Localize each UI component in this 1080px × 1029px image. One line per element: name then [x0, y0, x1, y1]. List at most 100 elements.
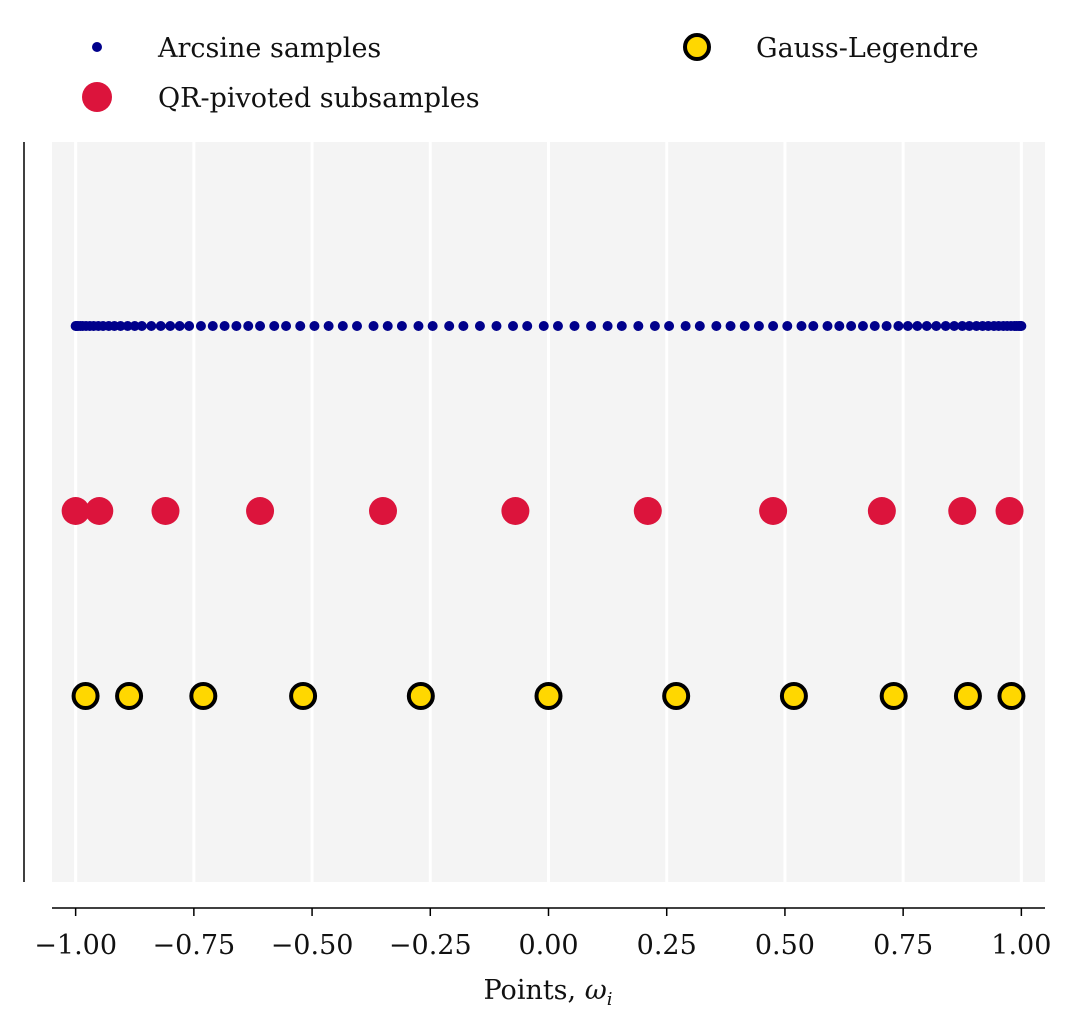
gauss-legendre-point — [779, 682, 808, 710]
qr-pivoted-point — [501, 497, 530, 525]
data-points — [61, 321, 1027, 710]
arcsine-point — [964, 321, 975, 331]
arcsine-point — [921, 321, 932, 331]
legend-entry-qr-pivoted: QR-pivoted subsamples — [82, 82, 480, 114]
x-tick-label: −0.50 — [271, 930, 354, 961]
qr-pivoted-point — [759, 497, 788, 525]
x-axis-ticks: −1.00 −0.75 −0.50 −0.25 0.00 0.25 0.50 0.75 1.00 — [34, 908, 1051, 961]
arcsine-point — [753, 321, 764, 331]
legend-label-gauss-legendre: Gauss-Legendre — [756, 33, 979, 64]
arcsine-point — [902, 321, 913, 331]
x-axis-label-symbol: ω — [585, 975, 607, 1006]
x-tick-label: −0.25 — [389, 930, 472, 961]
arcsine-point — [255, 321, 266, 331]
arcsine-point — [323, 321, 334, 331]
arcsine-point — [155, 321, 166, 331]
arcsine-point — [834, 321, 845, 331]
arcsine-point — [940, 321, 951, 331]
arcsine-point — [115, 321, 126, 331]
x-tick-label: 0.25 — [637, 930, 697, 961]
x-tick-label: −1.00 — [34, 930, 117, 961]
arcsine-point — [396, 321, 407, 331]
gauss-legendre-point — [879, 682, 908, 710]
arcsine-point — [912, 321, 923, 331]
arcsine-point — [474, 321, 485, 331]
arcsine-point — [295, 321, 306, 331]
arcsine-point — [122, 321, 133, 331]
vertical-gridlines — [74, 142, 1023, 882]
x-tick-label: −0.75 — [152, 930, 235, 961]
arcsine-point — [136, 321, 147, 331]
arcsine-point — [552, 321, 563, 331]
arcsine-point — [725, 321, 736, 331]
arcsine-point — [846, 321, 857, 331]
arcsine-point — [269, 321, 280, 331]
series-0 — [70, 321, 1027, 331]
arcsine-point — [808, 321, 819, 331]
gauss-legendre-point — [406, 682, 435, 710]
x-tick-label: 0.75 — [873, 930, 933, 961]
arcsine-point — [129, 321, 140, 331]
arcsine-point — [649, 321, 660, 331]
qr-pivoted-point — [151, 497, 180, 525]
arcsine-point — [243, 321, 254, 331]
arcsine-point — [491, 321, 502, 331]
legend-label-qr-pivoted: QR-pivoted subsamples — [158, 83, 480, 114]
arcsine-point — [822, 321, 833, 331]
x-axis-label-subscript: i — [607, 989, 613, 1010]
arcsine-point — [957, 321, 968, 331]
qr-pivoted-point — [369, 497, 397, 525]
arcsine-point — [522, 321, 533, 331]
arcsine-point — [444, 321, 455, 331]
arcsine-point — [368, 321, 379, 331]
series-2 — [71, 682, 1026, 710]
arcsine-point — [146, 321, 157, 331]
arcsine-point — [694, 321, 705, 331]
legend: Arcsine samples QR-pivoted subsamples Ga… — [82, 33, 979, 114]
arcsine-point — [538, 321, 549, 331]
qr-pivoted-point — [867, 497, 896, 525]
gauss-legendre-point — [953, 682, 982, 710]
arcsine-point — [586, 321, 597, 331]
series-1 — [61, 497, 1024, 525]
arcsine-point — [351, 321, 362, 331]
arcsine-point — [207, 321, 218, 331]
arcsine-point — [881, 321, 892, 331]
arcsine-point — [184, 321, 195, 331]
x-axis-label-text: Points, — [483, 975, 584, 1006]
gauss-legendre-point — [662, 682, 691, 710]
legend-marker-qr-pivoted — [82, 82, 112, 112]
gauss-legendre-point — [71, 682, 100, 710]
x-tick-label: 0.50 — [755, 930, 815, 961]
arcsine-point — [869, 321, 880, 331]
qr-pivoted-point — [85, 497, 114, 525]
qr-pivoted-point — [948, 497, 977, 525]
arcsine-point — [857, 321, 868, 331]
arcsine-point — [337, 321, 348, 331]
arcsine-point — [281, 321, 292, 331]
arcsine-point — [458, 321, 469, 331]
arcsine-point — [931, 321, 942, 331]
legend-entry-gauss-legendre: Gauss-Legendre — [683, 33, 979, 64]
arcsine-point — [569, 321, 580, 331]
gauss-legendre-point — [115, 682, 144, 710]
arcsine-point — [711, 321, 722, 331]
arcsine-point — [309, 321, 320, 331]
arcsine-point — [427, 321, 438, 331]
legend-entry-arcsine: Arcsine samples — [92, 33, 381, 64]
legend-label-arcsine: Arcsine samples — [157, 33, 381, 64]
arcsine-point — [768, 321, 779, 331]
arcsine-point — [219, 321, 230, 331]
arcsine-point — [165, 321, 176, 331]
arcsine-point — [1016, 321, 1027, 331]
qr-pivoted-point — [246, 497, 275, 525]
gauss-legendre-point — [534, 682, 563, 710]
arcsine-point — [739, 321, 750, 331]
arcsine-point — [174, 321, 185, 331]
arcsine-point — [633, 321, 644, 331]
arcsine-point — [382, 321, 393, 331]
gauss-legendre-point — [289, 682, 318, 710]
arcsine-point — [949, 321, 960, 331]
gauss-legendre-point — [997, 682, 1026, 710]
